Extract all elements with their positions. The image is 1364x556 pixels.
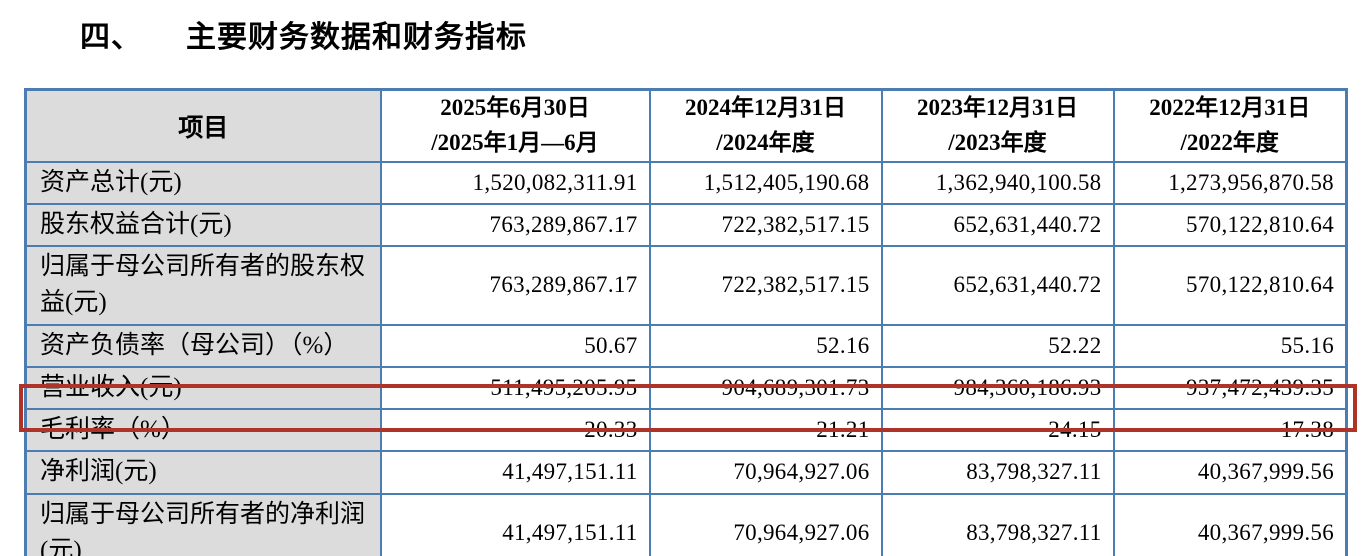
column-header-period-2025: 2025年6月30日 /2025年1月—6月	[379, 88, 651, 163]
table-row-total-assets: 资产总计(元) 1,520,082,311.91 1,512,405,190.6…	[24, 160, 1348, 205]
cell-value: 904,689,301.73	[648, 365, 883, 411]
row-label: 净利润(元)	[24, 450, 382, 495]
cell-value: 83,798,327.11	[880, 450, 1115, 495]
table-row-equity-parent: 归属于母公司所有者的股东权益(元) 763,289,867.17 722,382…	[24, 245, 1348, 326]
cell-value: 763,289,867.17	[379, 202, 651, 248]
row-label: 归属于母公司所有者的净利润(元)	[24, 492, 382, 556]
table-row-net-profit-parent: 归属于母公司所有者的净利润(元) 41,497,151.11 70,964,92…	[24, 492, 1348, 556]
cell-value: 570,122,810.64	[1112, 245, 1348, 326]
cell-value: 722,382,517.15	[648, 245, 883, 326]
cell-value: 40,367,999.56	[1112, 492, 1348, 556]
financial-table-container: 项目 2025年6月30日 /2025年1月—6月 2024年12月31日 /2…	[24, 88, 1348, 556]
cell-value: 722,382,517.15	[648, 202, 883, 248]
cell-value: 70,964,927.06	[648, 450, 883, 495]
cell-value: 511,495,205.95	[379, 365, 651, 411]
cell-value: 52.16	[648, 323, 883, 368]
column-header-period-2023: 2023年12月31日 /2023年度	[880, 88, 1115, 163]
cell-value: 937,472,439.35	[1112, 365, 1348, 411]
table-row-gross-margin: 毛利率（%） 20.33 21.21 24.15 17.38	[24, 407, 1348, 453]
cell-value: 17.38	[1112, 407, 1348, 453]
column-header-period-2022: 2022年12月31日 /2022年度	[1112, 88, 1348, 163]
table-row-net-profit: 净利润(元) 41,497,151.11 70,964,927.06 83,79…	[24, 450, 1348, 495]
cell-value: 41,497,151.11	[379, 450, 651, 495]
cell-value: 24.15	[880, 407, 1115, 453]
cell-value: 40,367,999.56	[1112, 450, 1348, 495]
cell-value: 570,122,810.64	[1112, 202, 1348, 248]
row-label: 营业收入(元)	[24, 365, 382, 411]
cell-value: 20.33	[379, 407, 651, 453]
table-row-revenue: 营业收入(元) 511,495,205.95 904,689,301.73 98…	[24, 365, 1348, 411]
column-header-period-2024: 2024年12月31日 /2024年度	[648, 88, 883, 163]
table-header-row: 项目 2025年6月30日 /2025年1月—6月 2024年12月31日 /2…	[24, 88, 1348, 163]
cell-value: 652,631,440.72	[880, 202, 1115, 248]
cell-value: 52.22	[880, 323, 1115, 368]
section-title-text: 主要财务数据和财务指标	[186, 21, 527, 54]
cell-value: 83,798,327.11	[880, 492, 1115, 556]
row-label: 资产负债率（母公司）（%）	[24, 323, 382, 368]
cell-value: 70,964,927.06	[648, 492, 883, 556]
cell-value: 1,362,940,100.58	[880, 160, 1115, 205]
table-row-total-equity: 股东权益合计(元) 763,289,867.17 722,382,517.15 …	[24, 202, 1348, 248]
section-title: 四、 主要财务数据和财务指标	[80, 12, 527, 56]
column-header-item: 项目	[24, 88, 382, 163]
table-row-debt-ratio: 资产负债率（母公司）（%） 50.67 52.16 52.22 55.16	[24, 323, 1348, 368]
row-label: 股东权益合计(元)	[24, 202, 382, 248]
cell-value: 984,360,186.93	[880, 365, 1115, 411]
cell-value: 1,512,405,190.68	[648, 160, 883, 205]
cell-value: 50.67	[379, 323, 651, 368]
row-label: 毛利率（%）	[24, 407, 382, 453]
cell-value: 1,520,082,311.91	[379, 160, 651, 205]
cell-value: 652,631,440.72	[880, 245, 1115, 326]
cell-value: 55.16	[1112, 323, 1348, 368]
section-number: 四、	[80, 21, 142, 54]
row-label: 资产总计(元)	[24, 160, 382, 205]
cell-value: 41,497,151.11	[379, 492, 651, 556]
financial-indicators-table: 项目 2025年6月30日 /2025年1月—6月 2024年12月31日 /2…	[24, 88, 1348, 556]
cell-value: 21.21	[648, 407, 883, 453]
cell-value: 1,273,956,870.58	[1112, 160, 1348, 205]
row-label: 归属于母公司所有者的股东权益(元)	[24, 245, 382, 326]
cell-value: 763,289,867.17	[379, 245, 651, 326]
